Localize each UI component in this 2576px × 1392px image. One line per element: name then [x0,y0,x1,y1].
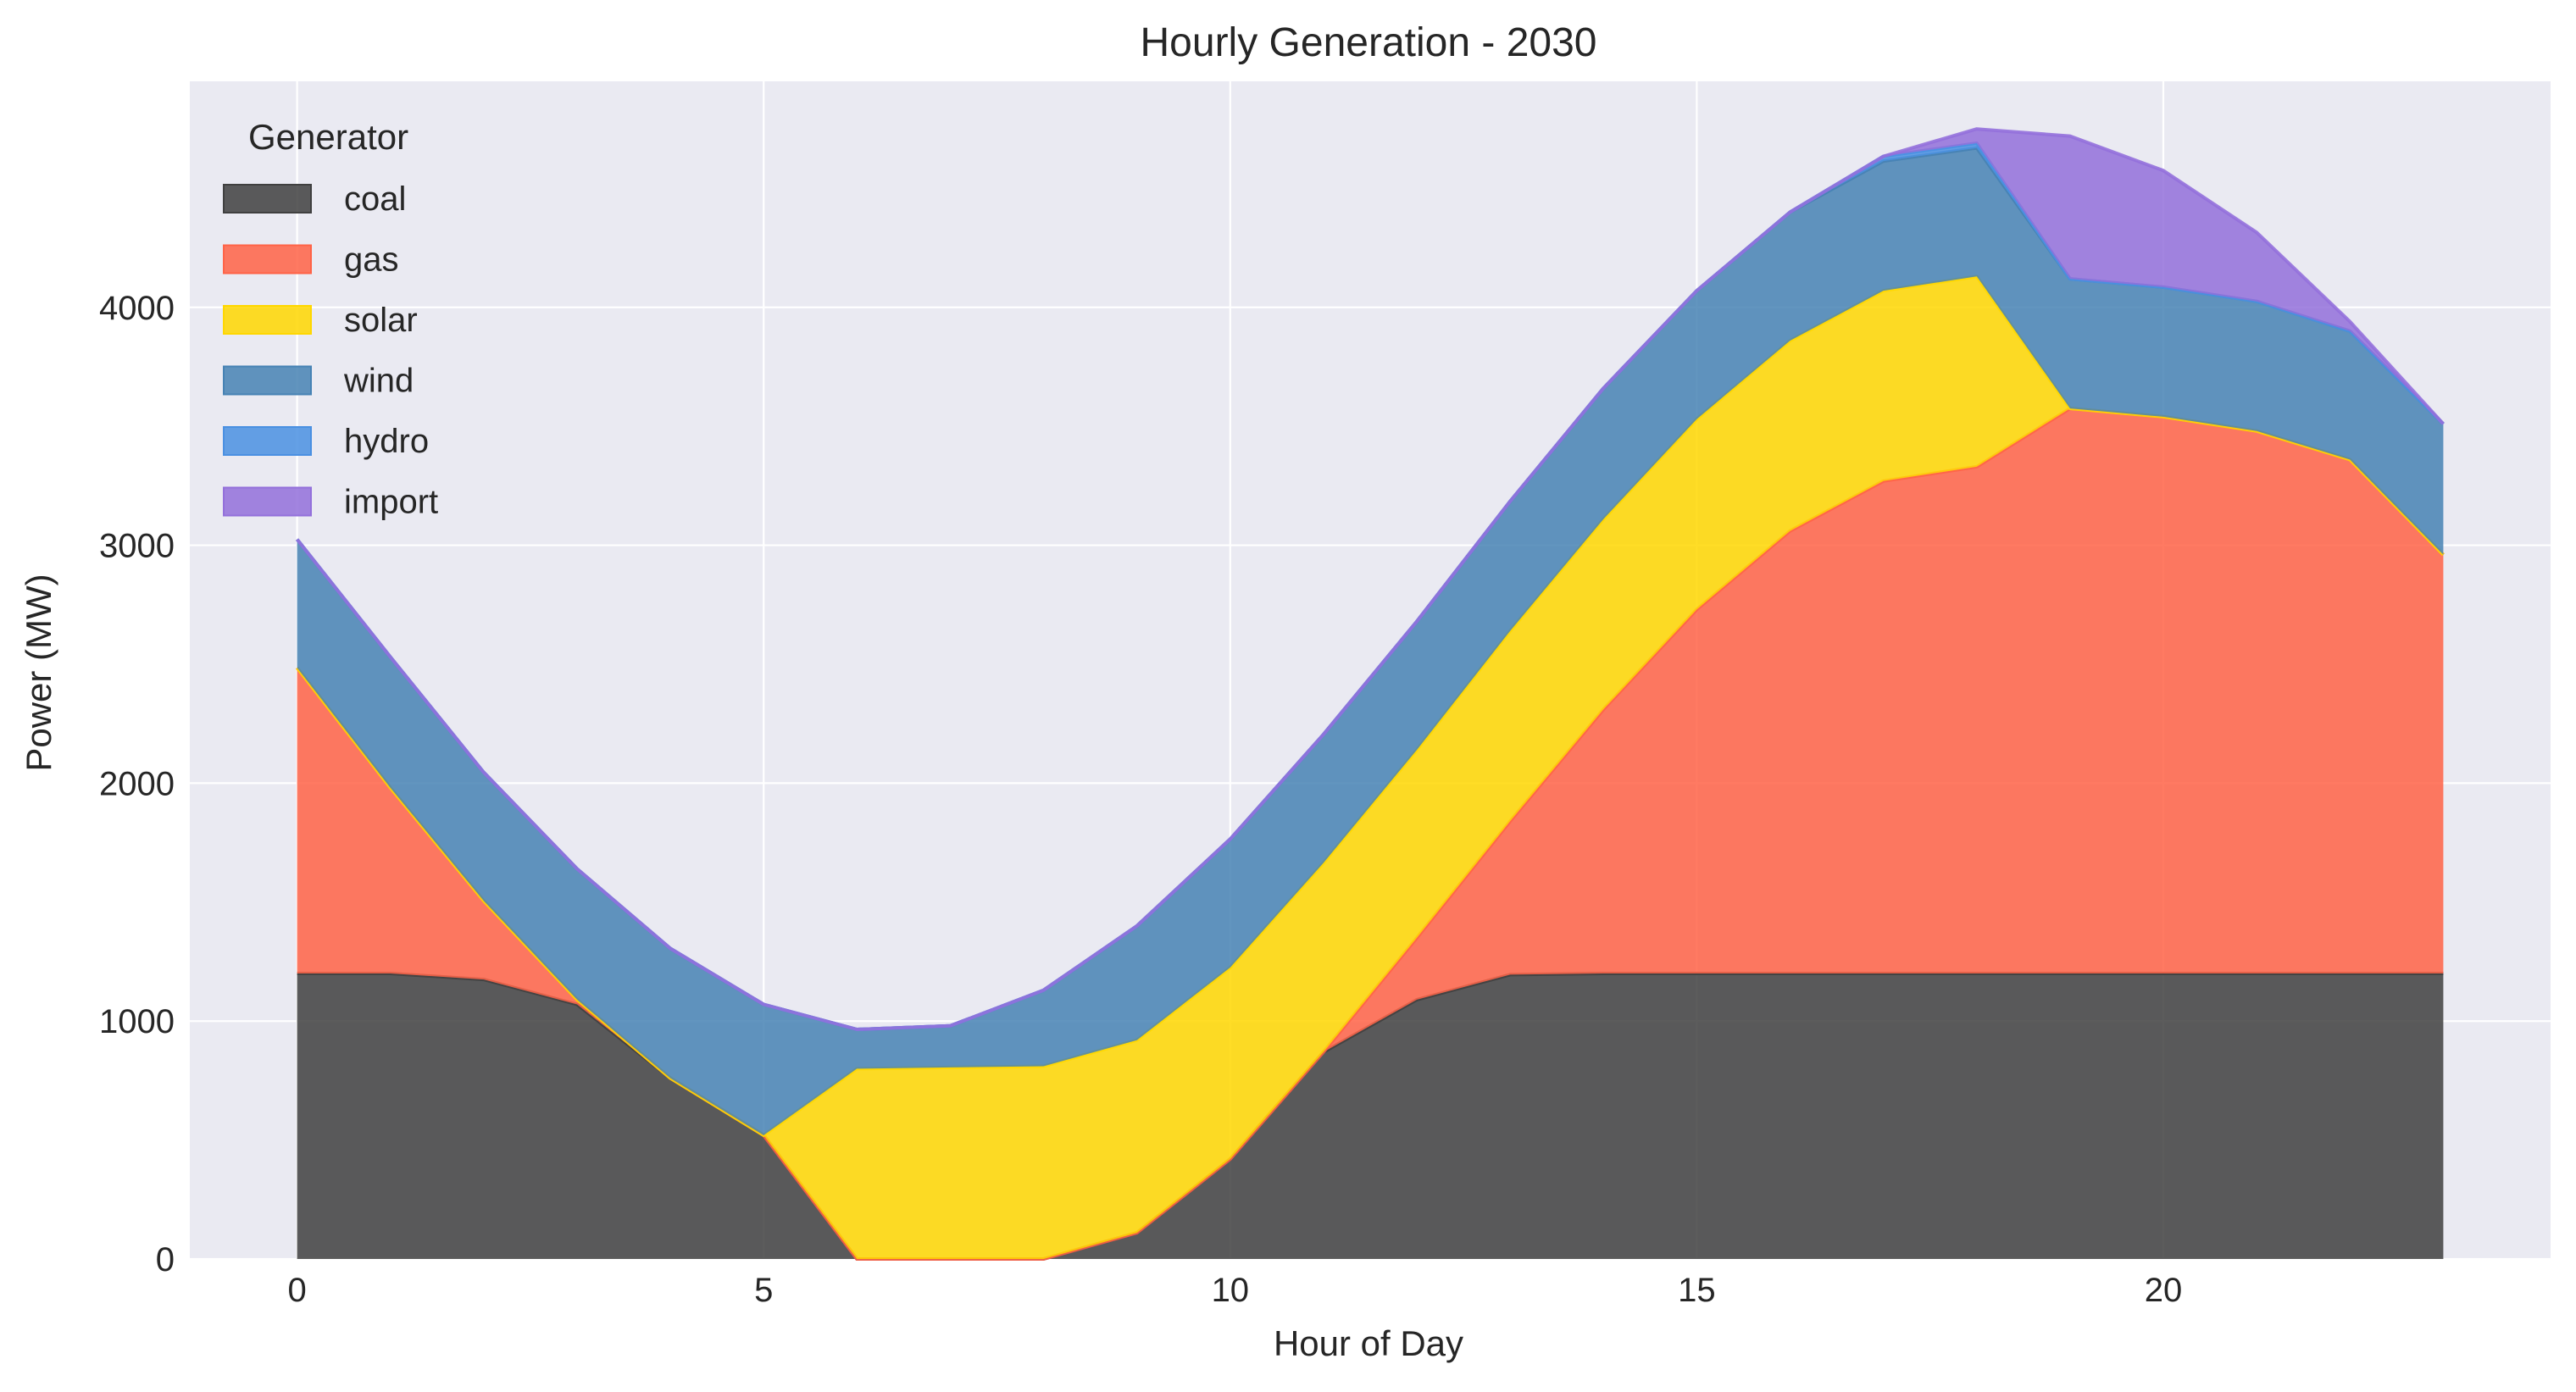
legend-swatch-solar [223,305,312,335]
legend-item-gas: gas [223,241,399,279]
legend-swatch-wind [223,365,312,396]
x-tick-label: 0 [288,1272,307,1309]
area-import [297,129,2444,1030]
legend-item-coal: coal [223,180,406,218]
legend-label-coal: coal [344,180,406,218]
x-tick-label: 10 [1212,1272,1250,1309]
legend: Generator coal gas solar wind hydro import [223,117,438,521]
legend-label-import: import [344,484,438,521]
x-axis-ticks: 0 5 10 15 20 [288,1272,2183,1309]
y-tick-label: 2000 [99,765,175,802]
legend-item-import: import [223,484,438,521]
x-tick-label: 20 [2145,1272,2183,1309]
legend-item-wind: wind [223,363,414,400]
y-tick-label: 3000 [99,528,175,565]
area-coal [297,973,2444,1259]
chart-title: Hourly Generation - 2030 [1141,20,1597,65]
legend-swatch-coal [223,184,312,214]
legend-label-solar: solar [344,302,418,339]
area-series [296,127,2445,1261]
x-tick-label: 15 [1678,1272,1716,1309]
legend-items: coal gas solar wind hydro import [223,180,438,521]
y-tick-label: 0 [156,1241,175,1278]
y-axis-label: Power (MW) [19,574,58,771]
y-tick-label: 1000 [99,1003,175,1040]
line-import [296,127,2445,1031]
legend-title: Generator [248,117,408,157]
legend-item-solar: solar [223,302,418,339]
y-axis-ticks: 0 1000 2000 3000 4000 [99,290,175,1278]
legend-swatch-import [223,486,312,517]
legend-item-hydro: hydro [223,423,429,460]
x-tick-label: 5 [754,1272,773,1309]
area-gas [297,408,2444,1260]
x-axis-label: Hour of Day [1274,1323,1463,1363]
legend-label-gas: gas [344,241,399,279]
legend-swatch-hydro [223,426,312,456]
legend-swatch-gas [223,244,312,275]
y-tick-label: 4000 [99,290,175,327]
legend-label-wind: wind [343,363,414,400]
legend-label-hydro: hydro [344,423,429,460]
